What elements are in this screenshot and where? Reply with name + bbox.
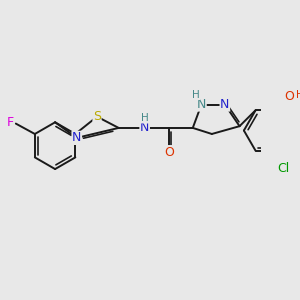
Text: O: O <box>284 90 294 103</box>
Text: H: H <box>192 90 200 100</box>
Text: O: O <box>164 146 174 159</box>
Text: H: H <box>141 113 149 123</box>
Text: N: N <box>197 98 206 111</box>
Text: Cl: Cl <box>277 162 289 175</box>
Text: N: N <box>140 122 149 134</box>
Text: N: N <box>72 131 81 144</box>
Text: F: F <box>7 116 14 129</box>
Text: S: S <box>93 110 101 123</box>
Text: N: N <box>220 98 230 111</box>
Text: H: H <box>296 90 300 100</box>
